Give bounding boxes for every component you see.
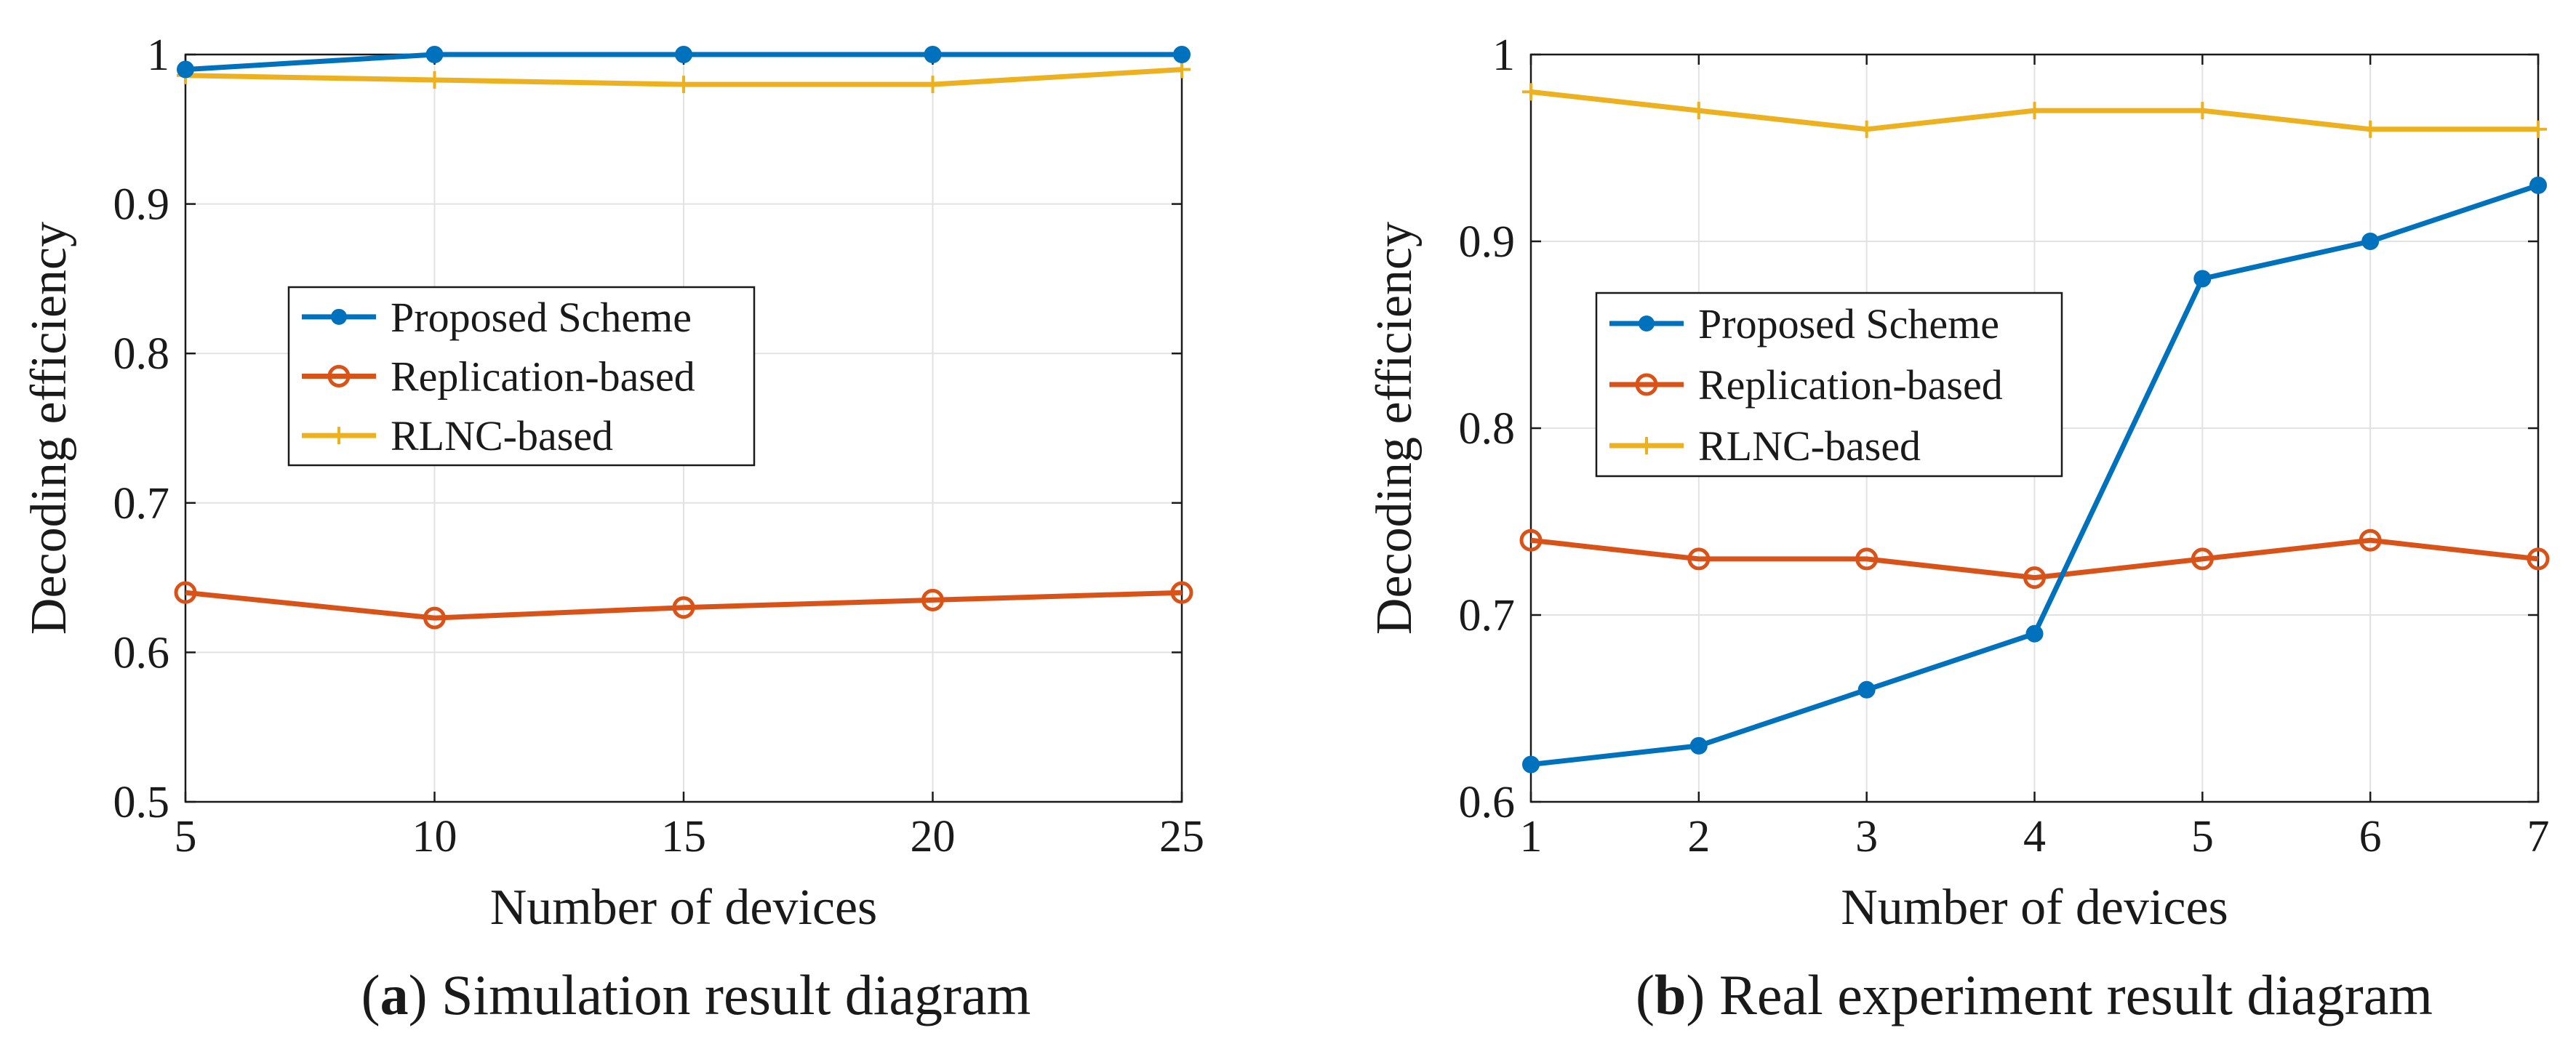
x-tick-label: 4 [2023,812,2046,861]
legend: Proposed Scheme Replication-based RLNC-bas… [287,286,756,467]
data-point-replication [2359,528,2382,552]
caption-letter: b [1655,963,1686,1026]
x-tick-label: 7 [2527,812,2550,861]
y-tick-label: 0.6 [113,628,170,678]
legend-marker-proposed [331,308,347,325]
legend-label: RLNC-based [391,412,613,459]
series-proposed [1522,176,2547,773]
data-point-replication [174,581,197,604]
x-axis-label: Number of devices [490,880,878,936]
y-tick-label: 0.7 [1459,591,1516,640]
data-point-replication [2527,547,2550,571]
data-point-proposed [425,46,444,63]
y-tick-label: 0.7 [113,479,170,528]
data-point-proposed [1173,46,1191,63]
x-tick-label: 3 [1855,812,1878,861]
x-tick-label: 10 [412,812,457,861]
data-point-rlnc [1173,60,1191,79]
data-point-rlnc [2361,120,2380,138]
series-proposed [177,46,1191,79]
x-tick-label: 6 [2359,812,2382,861]
data-point-proposed [177,60,194,79]
data-point-proposed [924,46,942,63]
data-point-rlnc [1522,83,1540,101]
y-tick-label: 0.8 [1459,404,1516,454]
y-tick-label: 1 [147,31,169,80]
data-point-rlnc [2025,102,2044,120]
data-point-replication [1170,581,1193,604]
y-tick-label: 0.5 [113,778,170,827]
data-point-rlnc [1689,102,1708,120]
legend-label: Replication-based [391,353,695,401]
data-point-proposed [675,46,692,63]
data-point-proposed [2193,270,2212,288]
data-point-replication [423,606,446,630]
series-line-replication [185,590,1183,621]
x-tick-label: 20 [911,812,956,861]
x-tick-label: 15 [661,812,706,861]
axes-box [1529,53,2540,803]
data-point-rlnc [425,71,444,89]
y-tick-label: 0.6 [1459,778,1516,827]
legend-label: Proposed Scheme [391,294,692,341]
y-axis-label: Decoding efficiency [1367,222,1423,635]
x-tick-label: 5 [2191,812,2214,861]
x-tick-label: 5 [175,812,197,861]
data-point-replication [2023,566,2046,590]
series-replication [174,581,1193,630]
data-point-rlnc [2529,120,2547,138]
x-tick-label: 1 [1520,812,1543,861]
y-tick-label: 0.9 [113,180,170,230]
data-point-replication [921,588,944,611]
legend-label: Replication-based [1698,361,2003,409]
data-point-proposed [2361,233,2380,250]
data-point-replication [1519,528,1543,552]
figure-caption: (b) Real experiment result diagram [1636,963,2433,1026]
data-point-rlnc [924,76,942,94]
legend-label: Proposed Scheme [1698,300,1999,347]
series-line-replication [1530,537,2539,581]
legend-label: RLNC-based [1698,422,1921,470]
legend-marker-replication [327,365,351,387]
caption-letter: a [380,963,409,1026]
caption-text: ) Simulation result diagram [409,963,1031,1026]
data-point-proposed [1857,680,1876,699]
data-point-replication [2191,547,2214,571]
data-point-replication [672,596,695,619]
y-axis-label: Decoding efficiency [21,222,77,635]
data-point-rlnc [2193,102,2212,120]
legend-marker-replication [1635,373,1658,396]
series-replication [1519,528,2550,590]
data-point-proposed [2529,176,2547,194]
data-point-proposed [1689,736,1708,755]
y-tick-label: 0.8 [113,329,170,379]
x-axis-label: Number of devices [1841,880,2228,936]
y-tick-label: 1 [1492,31,1515,80]
data-point-replication [1687,547,1711,571]
chart-a: 5 10 15 20 25 0.5 0.6 0.7 0.8 0.9 1 Number of devic… [21,31,1204,1026]
data-point-rlnc [1857,120,1876,138]
x-tick-label: 2 [1687,812,1710,861]
data-point-rlnc [675,76,692,94]
legend: Proposed Scheme Replication-based RLNC-bas… [1595,292,2063,478]
chart-b: 1 2 3 4 5 6 7 0.6 0.7 0.8 0.9 1 Number of devices Dec… [1367,31,2550,1026]
data-point-proposed [2025,624,2044,643]
caption-paren: ( [1636,963,1655,1026]
series-rlnc [1522,83,2547,138]
data-point-proposed [1522,755,1540,773]
figure-caption: (a) Simulation result diagram [361,963,1031,1026]
x-tick-label: 25 [1159,812,1204,861]
caption-paren: ( [361,963,380,1026]
caption-text: ) Real experiment result diagram [1686,963,2433,1026]
data-point-replication [1855,547,1879,571]
legend-marker-proposed [1639,315,1655,331]
y-tick-label: 0.9 [1459,217,1516,267]
